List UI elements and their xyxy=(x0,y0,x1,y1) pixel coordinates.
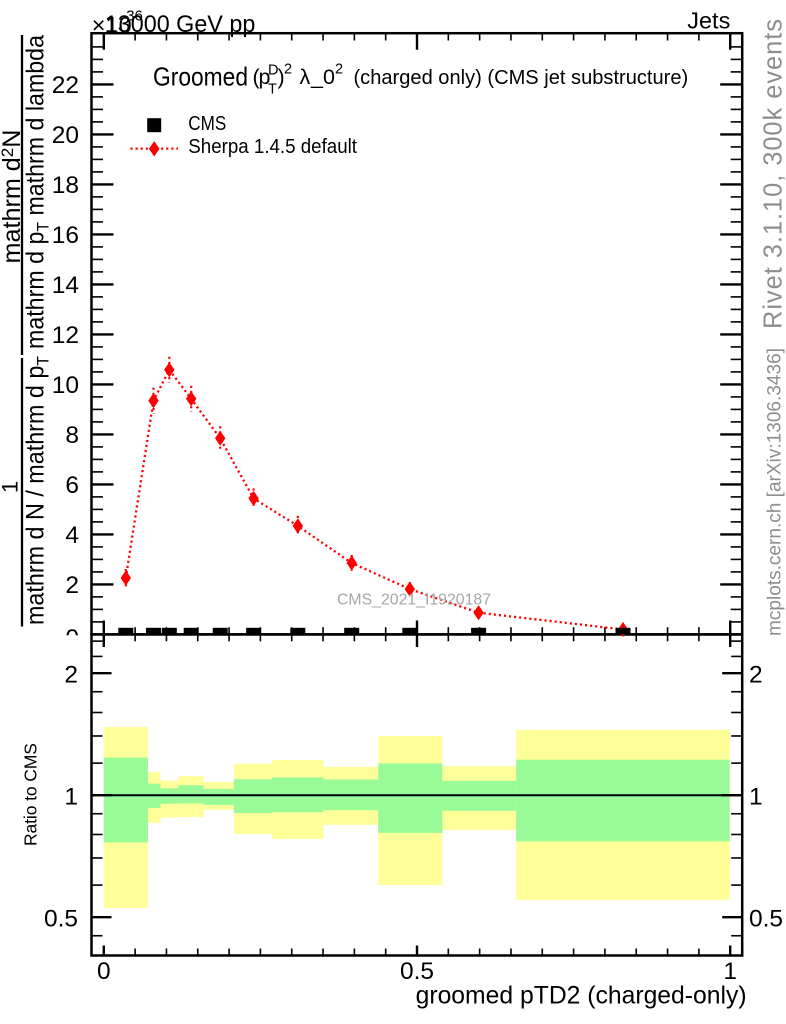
svg-text:20: 20 xyxy=(52,122,79,149)
svg-text:groomed pTD2 (charged-only): groomed pTD2 (charged-only) xyxy=(416,982,747,1010)
svg-text:0.5: 0.5 xyxy=(749,905,783,932)
svg-text:12: 12 xyxy=(52,322,79,349)
svg-text:14: 14 xyxy=(52,272,79,299)
svg-text:10: 10 xyxy=(52,372,79,399)
svg-text:×10: ×10 xyxy=(92,12,132,38)
svg-text:1: 1 xyxy=(723,958,737,985)
svg-text:): ) xyxy=(278,65,285,89)
svg-text:2: 2 xyxy=(335,62,343,78)
svg-text:8: 8 xyxy=(65,422,79,449)
svg-text:Sherpa 1.4.5 default: Sherpa 1.4.5 default xyxy=(188,135,357,158)
svg-text:0: 0 xyxy=(65,625,79,652)
svg-text:CMS: CMS xyxy=(188,112,226,135)
svg-text:22: 22 xyxy=(52,72,79,99)
svg-text:0.5: 0.5 xyxy=(44,905,78,932)
svg-text:Groomed: Groomed xyxy=(153,61,248,91)
svg-text:CMS_2021_I1920187: CMS_2021_I1920187 xyxy=(337,592,491,609)
svg-text:18: 18 xyxy=(52,172,79,199)
svg-text:Jets: Jets xyxy=(687,8,730,34)
svg-text:(charged only) (CMS jet substr: (charged only) (CMS jet substructure) xyxy=(354,66,689,89)
svg-text:16: 16 xyxy=(52,222,79,249)
svg-text:0.5: 0.5 xyxy=(400,958,434,985)
svg-text:1: 1 xyxy=(0,481,23,493)
svg-text:4: 4 xyxy=(65,522,79,549)
svg-text:2: 2 xyxy=(749,661,763,688)
svg-text:1: 1 xyxy=(64,783,78,810)
svg-text:(: ( xyxy=(253,65,261,89)
svg-text:p: p xyxy=(259,65,271,89)
svg-text:T: T xyxy=(268,82,277,98)
svg-text:mathrm d pT mathrm d lambda: mathrm d pT mathrm d lambda xyxy=(22,35,53,349)
svg-text:D: D xyxy=(268,63,278,79)
svg-text:6: 6 xyxy=(65,472,79,499)
svg-text:2: 2 xyxy=(65,572,79,599)
svg-text:2: 2 xyxy=(64,661,78,688)
svg-text:Ratio to CMS: Ratio to CMS xyxy=(21,743,41,846)
svg-text:Rivet 3.1.10, 300k events: Rivet 3.1.10, 300k events xyxy=(760,19,786,329)
svg-text:2: 2 xyxy=(284,62,292,78)
svg-text:36: 36 xyxy=(126,8,143,25)
svg-text:mcplots.cern.ch [arXiv:1306.34: mcplots.cern.ch [arXiv:1306.3436] xyxy=(765,348,786,636)
svg-text:13000 GeV pp: 13000 GeV pp xyxy=(105,11,256,38)
svg-text:0: 0 xyxy=(97,958,111,985)
svg-text:λ: λ xyxy=(300,65,311,89)
svg-text:mathrm d2N: mathrm d2N xyxy=(0,130,26,264)
svg-text:_0: _0 xyxy=(310,65,335,89)
svg-text:mathrm d N / mathrm d pT: mathrm d N / mathrm d pT xyxy=(22,356,53,625)
svg-text:1: 1 xyxy=(749,783,763,810)
